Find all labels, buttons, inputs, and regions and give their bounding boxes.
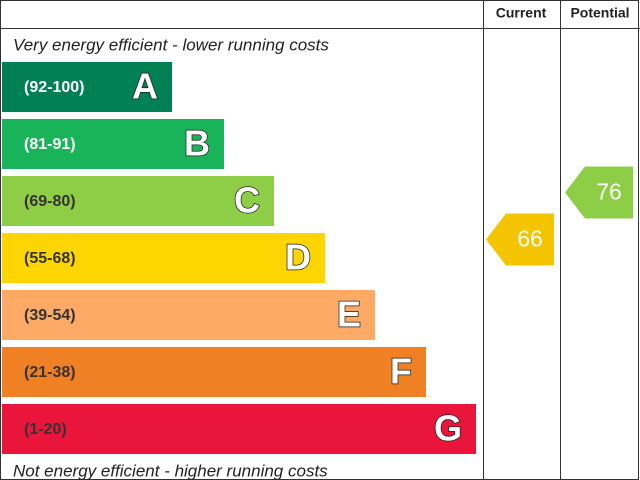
top-note: Very energy efficient - lower running co… — [13, 35, 329, 54]
band-letter: A — [132, 66, 158, 107]
band-letter: C — [234, 180, 260, 221]
band-range: (81-91) — [24, 136, 76, 153]
band-bar — [2, 404, 476, 454]
rating-arrow — [486, 213, 554, 266]
header-current: Current — [496, 5, 547, 21]
band-bar — [2, 233, 325, 283]
band-range: (92-100) — [24, 79, 84, 96]
bottom-note: Not energy efficient - higher running co… — [13, 461, 328, 480]
band-letter: B — [184, 123, 210, 164]
header-potential: Potential — [570, 5, 629, 21]
rating-arrow — [565, 166, 633, 219]
band-range: (21-38) — [24, 364, 76, 381]
band-bar — [2, 119, 224, 169]
rating-value: 76 — [596, 179, 622, 205]
band-bar — [2, 347, 426, 397]
band-range: (39-54) — [24, 307, 76, 324]
band-letter: E — [337, 294, 361, 335]
band-letter: F — [390, 351, 412, 392]
band-range: (55-68) — [24, 250, 76, 267]
band-letter: G — [434, 408, 462, 449]
band-letter: D — [285, 237, 311, 278]
band-range: (1-20) — [24, 421, 67, 438]
rating-value: 66 — [517, 226, 543, 252]
band-bar — [2, 62, 172, 112]
band-range: (69-80) — [24, 193, 76, 210]
band-bar — [2, 176, 274, 226]
band-bar — [2, 290, 375, 340]
